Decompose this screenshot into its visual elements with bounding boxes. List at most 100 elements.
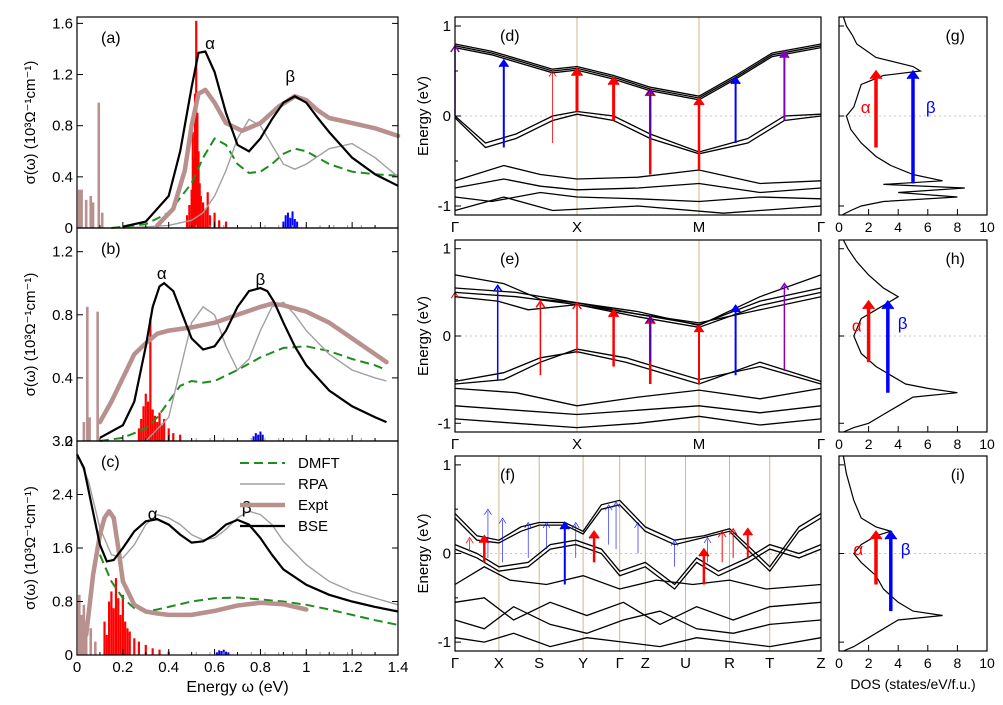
panel-h-arrow-1-head [881, 299, 895, 310]
panel-f-arrow-16-head [728, 527, 738, 535]
panel-c-series-expt [83, 508, 309, 638]
panel-c-xtick-label-2: 0.4 [158, 659, 179, 676]
legend-label-dmft: DMFT [298, 455, 340, 472]
panel-i-xtick-label-5: 10 [979, 655, 995, 671]
panel-f-ylabel: Energy (eV) [415, 513, 432, 593]
panel-h-xtick-label-3: 6 [924, 436, 932, 452]
panel-e-band-structure: -1 0 1 Γ X M Γ (e) Energy (eV) [415, 239, 825, 453]
panel-b-ytick-label-0: 0 [65, 433, 73, 450]
panel-f-arrow-13-head [698, 547, 710, 557]
panel-f-ytick-label-0: -1 [438, 634, 451, 651]
panel-d-arrow-1-head [498, 58, 510, 68]
panel-a-ylabel: σ(ω) (10³Ω⁻¹cm⁻¹) [22, 61, 39, 185]
panel-i-arrow-0-head [869, 530, 883, 540]
legend-label-rpa: RPA [298, 476, 328, 493]
panel-c-label: (c) [101, 454, 120, 471]
panel-f-arrow-11-head [634, 521, 642, 529]
panel-e-ytick-label-2: 1 [443, 241, 451, 258]
panel-i-dos: 0 2 4 6 8 10 (i) α β DOS (states/eV/f.u.) [835, 455, 995, 692]
panel-e-arrow-1-head [492, 284, 503, 293]
panel-d-arrow-4-head [607, 76, 620, 86]
panel-e-ytick-label-0: -1 [438, 415, 451, 432]
panel-a-ytick-label-3: 1.2 [52, 67, 73, 84]
panel-i-dos-curve [842, 455, 943, 652]
panel-i-xtick-label-2: 4 [894, 655, 902, 671]
panel-b-series-expt [97, 301, 389, 425]
panel-a-series-rpa [122, 118, 399, 229]
panel-i-xlabel: DOS (states/eV/f.u.) [850, 676, 975, 692]
panel-b-series-rpa [145, 301, 387, 442]
panel-f-klabel-5: Z [641, 655, 650, 672]
panel-f-klabel-2: S [534, 655, 544, 672]
panel-h-xtick-label-4: 8 [954, 436, 962, 452]
panel-i-xtick-label-0: 0 [835, 655, 843, 671]
panel-e-band-6 [454, 387, 822, 407]
panel-a-ytick-label-0: 0 [65, 220, 73, 237]
panel-f-klabel-3: Y [578, 655, 588, 672]
panel-c-xtick-label-7: 1.4 [388, 659, 409, 676]
panel-d-band-4 [454, 113, 822, 155]
panel-h-xtick-label-2: 4 [894, 436, 902, 452]
panel-f-klabel-0: Γ [451, 655, 459, 672]
panel-b-series-bse [99, 281, 387, 439]
panel-i-annotation-1: β [901, 540, 911, 559]
panel-e-ylabel: Energy (eV) [415, 296, 432, 376]
panel-b-optical-conductivity: 0 0.4 0.8 1.2 (b) α β σ(ω) (10³Ω⁻¹cm⁻¹) [22, 227, 399, 450]
panel-a-ytick-label-4: 1.6 [52, 15, 73, 32]
panel-f-arrow-6-head [559, 521, 571, 530]
panel-a-series-bse [122, 50, 399, 228]
panel-a-optical-conductivity: 0 0.4 0.8 1.2 1.6 (a) α β σ(ω) (10³Ω⁻¹cm⁻¹) [22, 15, 401, 237]
panel-f-ytick-label-1: 0 [443, 546, 451, 563]
panel-g-xtick-label-5: 10 [979, 219, 995, 235]
panel-f-klabel-8: T [765, 655, 774, 672]
panel-f-band-4 [454, 566, 822, 590]
panel-c-xtick-label-3: 0.6 [204, 659, 225, 676]
panel-d-klabel-3: Γ [817, 219, 825, 236]
panel-e-band-2 [454, 296, 822, 324]
panel-f-arrow-10-head [612, 501, 620, 508]
panel-i-annotation-0: α [853, 540, 863, 559]
panel-f-band-6 [454, 605, 822, 634]
panel-f-arrow-9-head [604, 504, 613, 511]
panel-f-band-3 [454, 543, 822, 590]
panel-g-annotation-0: α [861, 98, 871, 117]
panel-e-ytick-label-1: 0 [443, 328, 451, 345]
panel-g-dos-curve [841, 16, 965, 216]
panel-f-arrow-3-head [498, 517, 507, 524]
panel-d-band-5 [454, 164, 822, 185]
panel-a-ytick-label-1: 0.4 [52, 169, 73, 186]
panel-f-arrow-2-head [484, 508, 492, 515]
panel-h-xtick-label-5: 10 [979, 436, 995, 452]
panel-c-ytick-label-3: 2.4 [52, 487, 73, 504]
panel-g-xtick-label-0: 0 [835, 219, 843, 235]
panel-f-band-5 [454, 597, 822, 626]
panel-b-label: (b) [101, 241, 121, 258]
panel-f-arrow-7-head [572, 521, 580, 529]
panel-c-ytick-label-2: 1.6 [52, 540, 73, 557]
panel-a-annotation-0: α [205, 34, 215, 53]
panel-i-xtick-label-4: 8 [954, 655, 962, 671]
panel-b-annotation-1: β [256, 270, 266, 289]
panel-c-xlabel: Energy ω (eV) [186, 679, 288, 696]
panel-g-arrow-1-head [906, 69, 920, 80]
panel-i-label: (i) [951, 467, 965, 484]
panel-f-arrow-14-head [703, 536, 712, 544]
panel-d-arrow-3-head [570, 67, 584, 77]
panel-g-xtick-label-4: 8 [954, 219, 962, 235]
panel-e-arrow-9-head [779, 282, 790, 291]
panel-e-arrow-3-head [572, 301, 582, 310]
panel-f-arrow-15-head [717, 530, 727, 538]
panel-b-series-dmft [99, 345, 387, 442]
panel-e-arrow-6-head [645, 315, 655, 323]
panel-b-annotation-0: α [157, 264, 167, 283]
panel-a-annotation-1: β [285, 67, 295, 86]
panel-f-ytick-label-2: 1 [443, 457, 451, 474]
panel-d-band-2 [454, 46, 822, 101]
panel-a-series-expt [155, 87, 401, 228]
panel-a-series-dmft [111, 137, 399, 229]
panel-c-ytick-label-0: 0 [65, 647, 73, 664]
panel-d-klabel-1: X [572, 219, 582, 236]
panel-f-arrow-5-head [542, 521, 551, 529]
panel-d-band-structure: -1 0 1 Γ X M Γ (d) Energy (eV) [415, 16, 825, 236]
panel-d-ytick-label-2: 1 [443, 18, 451, 35]
